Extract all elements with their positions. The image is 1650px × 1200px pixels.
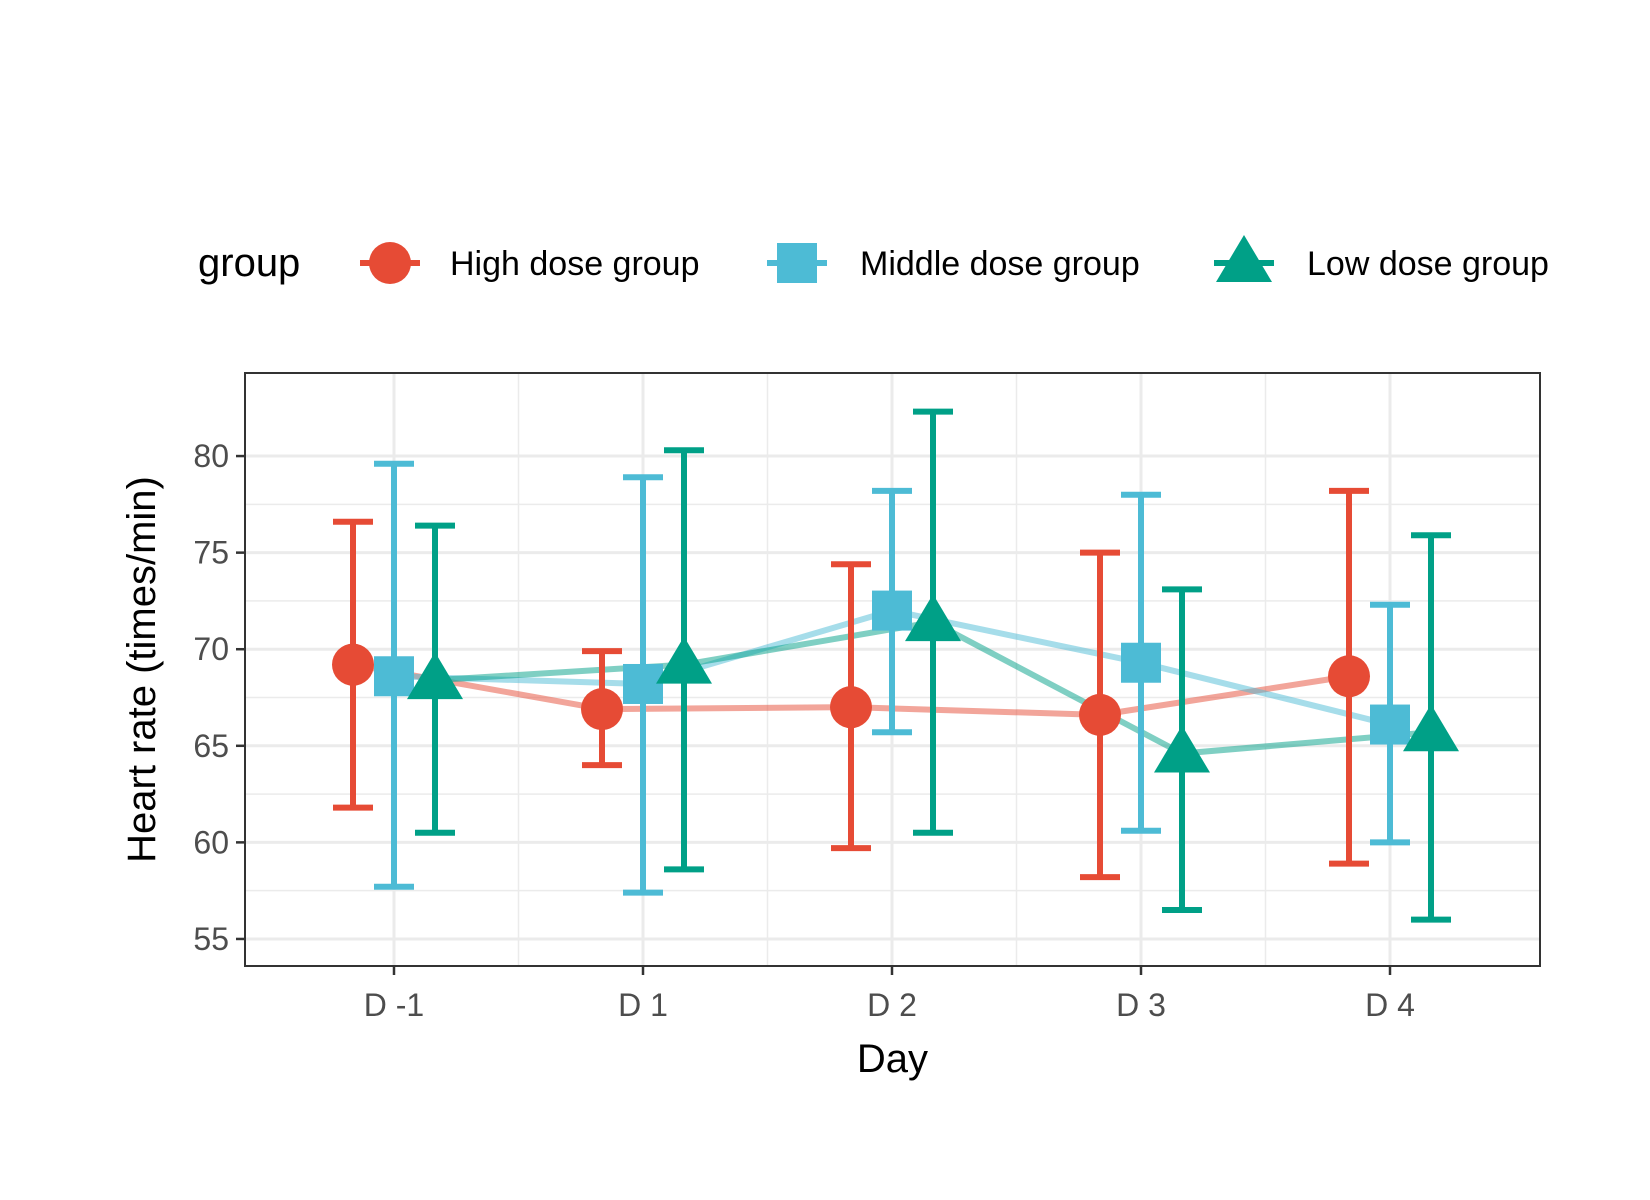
- y-tick-label: 60: [193, 824, 229, 860]
- legend-label: Low dose group: [1307, 245, 1549, 283]
- x-axis: D -1 D 1 D 2 D 3 D 4: [364, 966, 1415, 1023]
- data-point: [905, 594, 961, 642]
- data-point: [407, 652, 463, 700]
- data-point: [1370, 704, 1410, 745]
- legend-key-marker: [369, 242, 411, 284]
- y-tick-label: 75: [193, 535, 229, 571]
- y-axis-title: Heart rate (times/min): [120, 476, 164, 863]
- y-tick-label: 65: [193, 728, 229, 764]
- legend-label: High dose group: [450, 245, 700, 283]
- data-point: [1079, 693, 1121, 736]
- data-point: [581, 688, 623, 731]
- y-tick-label: 70: [193, 631, 229, 667]
- data-point: [656, 636, 712, 684]
- data-point: [332, 643, 374, 686]
- legend-item-3: Low dose group: [1214, 235, 1549, 283]
- data-point: [830, 686, 872, 729]
- data-point: [1328, 655, 1370, 698]
- y-axis: 55 60 65 70 75 80: [193, 438, 245, 957]
- x-tick-label: D 4: [1365, 987, 1415, 1023]
- x-tick-label: D -1: [364, 987, 424, 1023]
- legend-label: Middle dose group: [860, 245, 1140, 283]
- legend-key-marker: [1216, 235, 1272, 282]
- y-tick-label: 55: [193, 921, 229, 957]
- y-tick-label: 80: [193, 438, 229, 474]
- points-series-1: [332, 643, 1370, 736]
- legend-title: group: [198, 241, 300, 285]
- points-series-2: [374, 590, 1410, 745]
- x-tick-label: D 3: [1116, 987, 1166, 1023]
- points-series-3: [407, 594, 1459, 773]
- x-tick-label: D 2: [867, 987, 917, 1023]
- data-point: [623, 663, 663, 704]
- data-point: [374, 656, 414, 697]
- data-point: [872, 590, 912, 631]
- legend-item-2: Middle dose group: [767, 243, 1140, 283]
- x-axis-title: Day: [857, 1037, 928, 1081]
- x-tick-label: D 1: [618, 987, 668, 1023]
- data-point: [1154, 725, 1210, 773]
- legend-items: High dose group Middle dose group Low dose…: [360, 235, 1549, 284]
- legend-item-1: High dose group: [360, 242, 700, 284]
- legend: group High dose group Middle dose group Lo…: [198, 235, 1549, 285]
- legend-key-marker: [777, 243, 817, 283]
- data-point: [1121, 642, 1161, 683]
- plot-area: 55 60 65 70 75 80 D -1 D 1 D 2 D 3 D 4: [193, 372, 1541, 1023]
- data-point: [1403, 704, 1459, 752]
